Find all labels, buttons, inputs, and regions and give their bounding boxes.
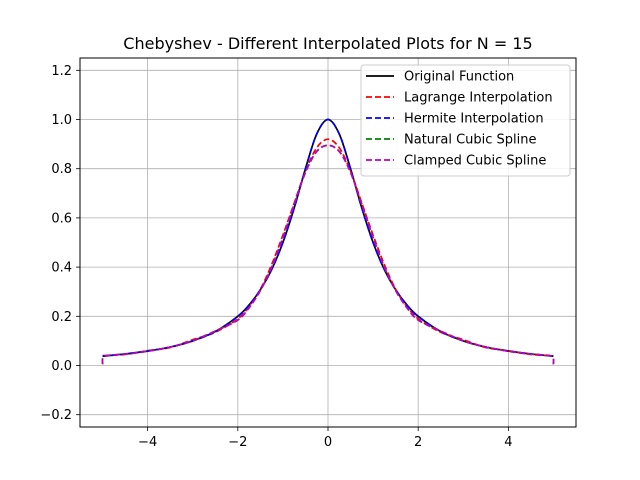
- chart-title: Chebyshev - Different Interpolated Plots…: [123, 34, 532, 53]
- y-tick-label: 0.2: [51, 310, 72, 325]
- y-tick-label: 0.0: [51, 359, 72, 374]
- legend-label: Lagrange Interpolation: [404, 91, 553, 106]
- ticks: −4 −2 0 2 4 −0.2 0.0 0.2 0.4 0.6 0.8 1.0 1.2: [40, 64, 512, 450]
- y-tick-label: −0.2: [40, 408, 72, 423]
- x-tick-label: 0: [324, 435, 332, 450]
- y-tick-label: 0.8: [51, 162, 72, 177]
- series-line-3: [102, 118, 554, 357]
- legend: Original Function Lagrange Interpolation H…: [360, 64, 571, 177]
- x-tick-label: −2: [228, 435, 247, 450]
- x-tick-label: 2: [414, 435, 422, 450]
- y-tick-label: 1.0: [51, 113, 72, 128]
- legend-label: Original Function: [404, 70, 514, 85]
- legend-label: Hermite Interpolation: [404, 112, 544, 127]
- series-lines: [101, 118, 555, 365]
- y-tick-label: 1.2: [51, 64, 72, 79]
- x-tick-label: −4: [138, 435, 157, 450]
- legend-label: Natural Cubic Spline: [404, 133, 537, 148]
- y-tick-label: 0.4: [51, 261, 72, 276]
- legend-label: Clamped Cubic Spline: [404, 154, 546, 169]
- series-line-5: [101, 144, 555, 365]
- y-tick-label: 0.6: [51, 211, 72, 226]
- x-tick-label: 4: [504, 435, 512, 450]
- legend-box: [360, 64, 571, 177]
